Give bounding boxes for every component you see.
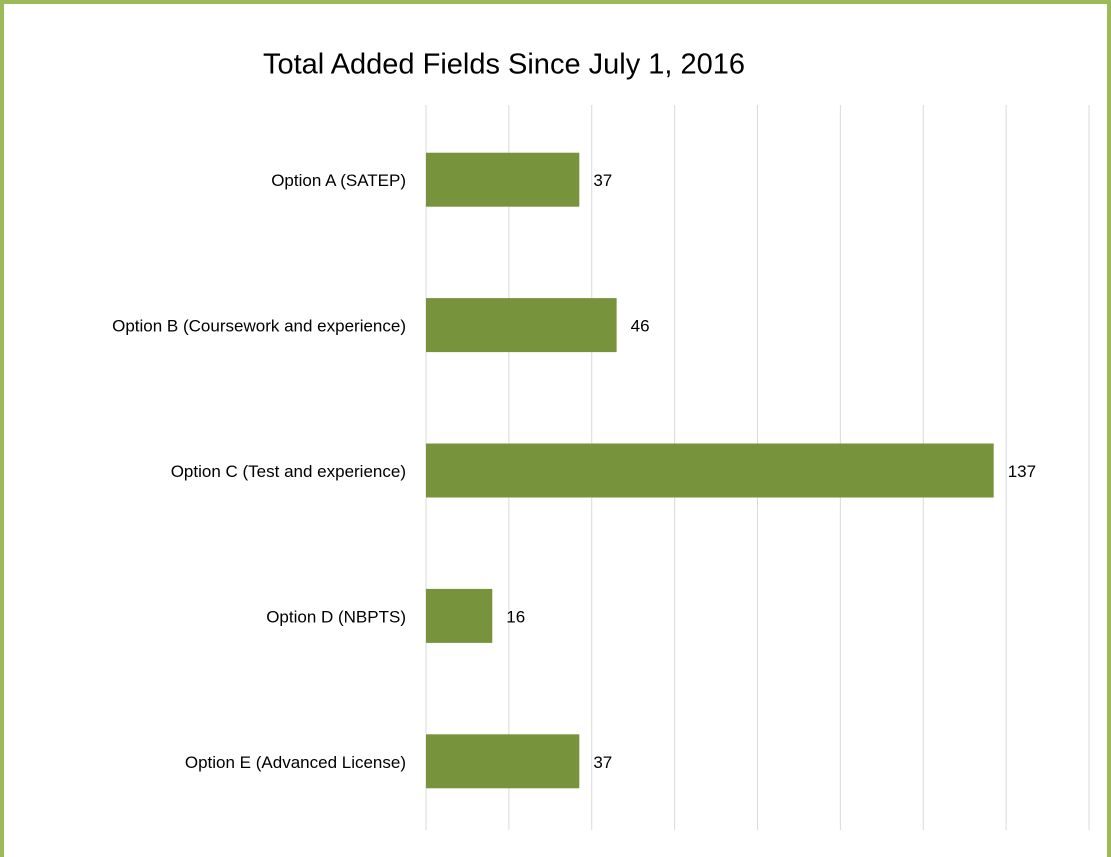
- bar: [426, 588, 493, 643]
- value-label: 37: [593, 171, 612, 190]
- value-label: 16: [506, 607, 525, 626]
- y-tick-label: Option E (Advanced License): [185, 753, 406, 772]
- y-tick-label: Option C (Test and experience): [171, 462, 406, 481]
- value-label: 37: [593, 753, 612, 772]
- bar: [426, 298, 617, 353]
- bar: [426, 443, 994, 498]
- bar: [426, 152, 580, 207]
- y-tick-label: Option B (Coursework and experience): [112, 317, 406, 336]
- value-label: 137: [1008, 462, 1036, 481]
- value-label: 46: [631, 317, 650, 336]
- chart-title: Total Added Fields Since July 1, 2016: [263, 49, 745, 81]
- bar: [426, 734, 580, 789]
- y-tick-label: Option D (NBPTS): [266, 607, 406, 626]
- y-tick-label: Option A (SATEP): [271, 171, 406, 190]
